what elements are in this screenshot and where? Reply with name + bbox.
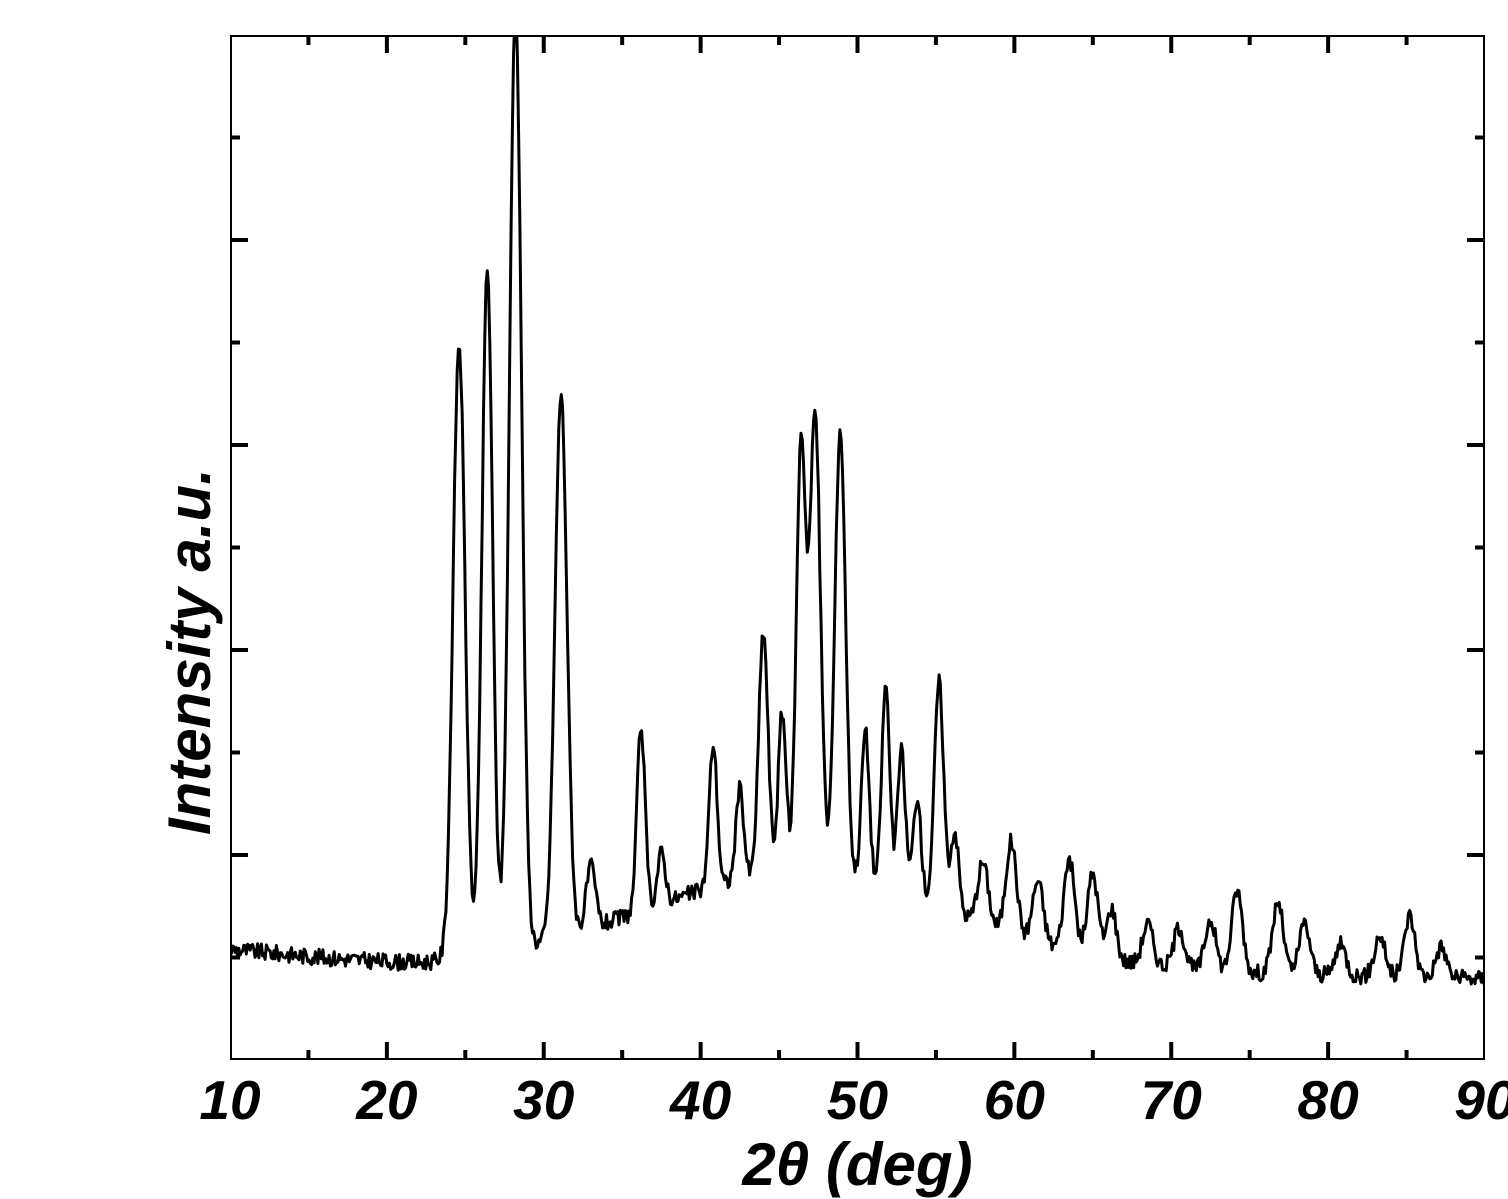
xrd-chart: Intensity a.u. 2θ (deg) 10 20 30 40 50 60 70 80… (0, 0, 1508, 1199)
x-tick-label: 80 (1293, 1068, 1363, 1132)
x-tick-label: 70 (1136, 1068, 1206, 1132)
x-tick-label: 10 (195, 1068, 265, 1132)
plot-svg (230, 35, 1485, 1060)
x-tick-label: 20 (352, 1068, 422, 1132)
y-axis-label: Intensity a.u. (155, 468, 224, 835)
x-tick-label: 60 (979, 1068, 1049, 1132)
x-tick-label: 30 (509, 1068, 579, 1132)
x-tick-label: 90 (1450, 1068, 1508, 1132)
x-axis-label: 2θ (deg) (718, 1130, 998, 1199)
x-tick-label: 40 (666, 1068, 736, 1132)
x-tick-label: 50 (823, 1068, 893, 1132)
plot-area (230, 35, 1485, 1060)
